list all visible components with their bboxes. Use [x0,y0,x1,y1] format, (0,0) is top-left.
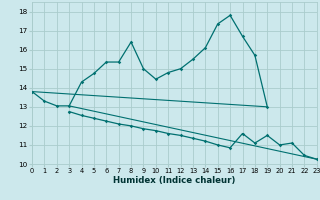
X-axis label: Humidex (Indice chaleur): Humidex (Indice chaleur) [113,176,236,185]
